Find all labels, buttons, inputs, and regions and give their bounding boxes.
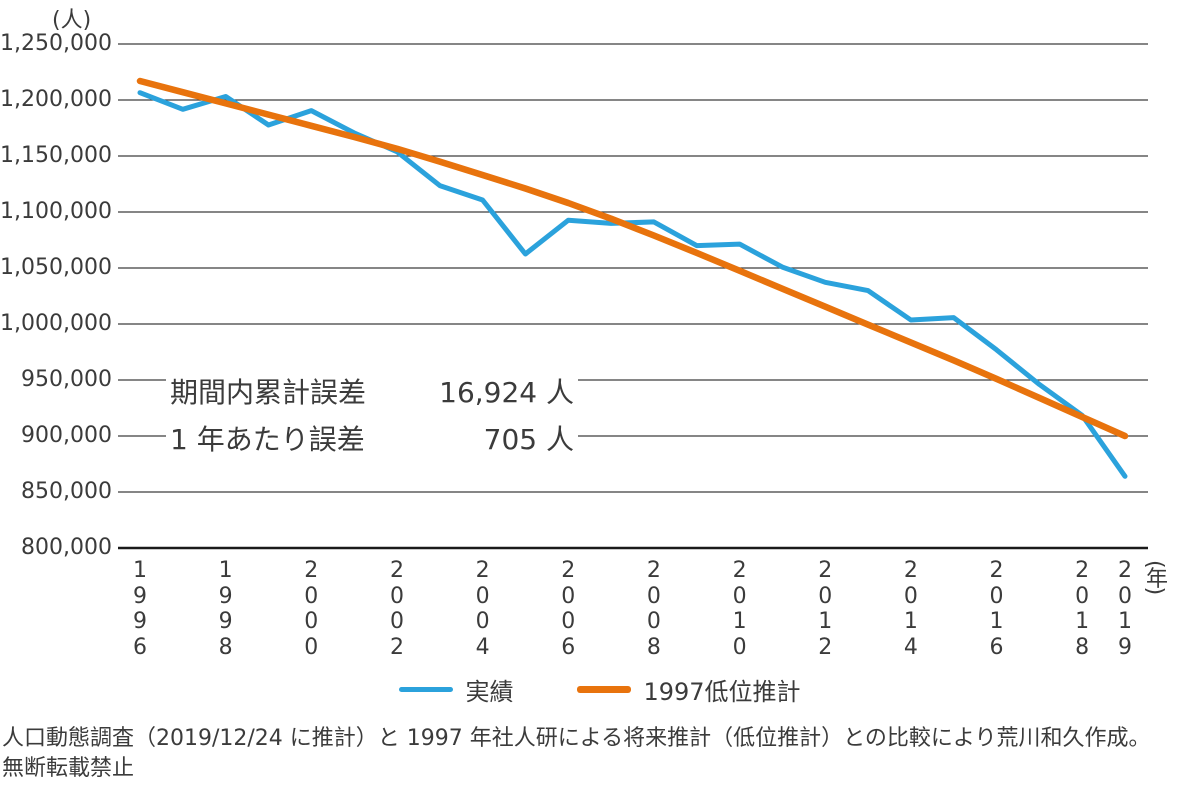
y-tick-label: 1,050,000 (0, 255, 112, 280)
error-annotation: 期間内累計誤差 16,924 人 1 年あたり誤差 705 人 (166, 369, 578, 463)
x-axis-unit-label: (年) (1142, 560, 1167, 594)
projection-line-swatch (577, 686, 632, 693)
annotation-row-yearly: 1 年あたり誤差 705 人 (170, 416, 574, 463)
yearly-error-value: 705 人 (483, 423, 574, 456)
y-tick-label: 1,100,000 (0, 199, 112, 224)
y-tick-label: 1,150,000 (0, 143, 112, 168)
y-tick-label: 850,000 (21, 479, 112, 504)
cumulative-error-label: 期間内累計誤差 (170, 376, 367, 409)
y-tick-label: 900,000 (21, 423, 112, 448)
y-tick-label: 950,000 (21, 367, 112, 392)
x-tick-label: 2018 (1075, 558, 1090, 660)
x-tick-label: 1996 (133, 558, 147, 660)
x-tick-label: 2004 (475, 558, 490, 660)
source-credit: 人口動態調査（2019/12/24 に推計）と 1997 年社人研による将来推計… (2, 724, 1200, 784)
yearly-error-label: 1 年あたり誤差 (170, 423, 365, 456)
x-tick-label: 2012 (818, 558, 833, 660)
x-tick-label: 2014 (903, 558, 918, 660)
annotation-row-cumulative: 期間内累計誤差 16,924 人 (170, 369, 574, 416)
source-credit-line2: 無断転載禁止 (2, 756, 135, 781)
cumulative-error-value: 16,924 人 (439, 376, 574, 409)
actual-line-swatch (399, 687, 454, 692)
x-tick-label: 1998 (218, 558, 233, 660)
x-tick-label: 2000 (304, 558, 319, 660)
y-tick-label: 1,250,000 (0, 31, 112, 56)
projection-line-label: 1997低位推計 (643, 678, 801, 706)
actual-line-label: 実績 (465, 678, 514, 706)
x-tick-label: 2002 (389, 558, 404, 660)
legend-item-actual: 実績 (399, 672, 513, 707)
legend-item-projection: 1997低位推計 (577, 672, 801, 707)
y-tick-label: 1,000,000 (0, 311, 112, 336)
y-tick-label: 1,200,000 (0, 87, 112, 112)
source-credit-line1: 人口動態調査（2019/12/24 に推計）と 1997 年社人研による将来推計… (2, 726, 1151, 751)
actual-line (137, 90, 1128, 479)
x-tick-label: 2008 (646, 558, 661, 660)
x-tick-label: 2006 (561, 558, 576, 660)
x-tick-label: 2016 (989, 558, 1004, 660)
legend: 実績 1997低位推計 (0, 672, 1200, 707)
projection-line (136, 77, 1129, 440)
x-tick-label: 2019 (1118, 558, 1132, 660)
y-axis-unit-label: (人) (52, 8, 92, 33)
y-tick-label: 800,000 (21, 535, 112, 560)
x-tick-label: 2010 (732, 558, 747, 660)
chart-plot-area (118, 43, 1148, 550)
